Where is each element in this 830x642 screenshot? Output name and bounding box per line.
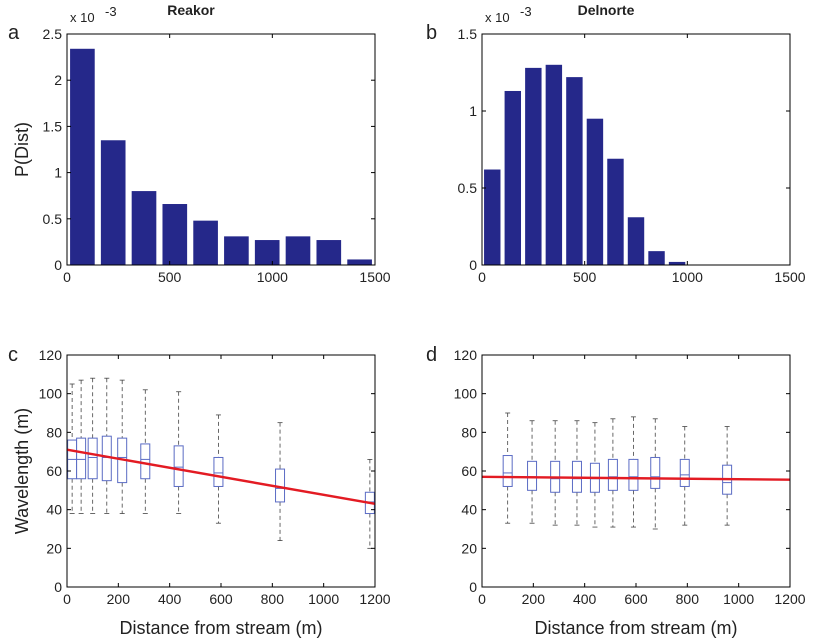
panel-a-xtick-label-1500: 1500 [359,269,390,285]
panel-a-letter: a [8,22,20,44]
panel-b-bar-6 [586,118,604,265]
panel-c-regression-line [66,448,376,506]
panel-b-ytick-label-0.5: 0.5 [458,180,478,196]
panel-d-xtick-label-200: 200 [522,591,546,607]
panel-c-xtick-label-600: 600 [209,591,233,607]
panel-d-xtick-label-1200: 1200 [774,591,805,607]
panel-a-bar-3 [131,191,157,265]
panel-c-xtick-label-0: 0 [63,591,71,607]
panel-a-ytick-label-1: 1 [54,165,62,181]
panel-b-ytick-label-0: 0 [469,257,477,273]
panel-c-xtick-label-800: 800 [261,591,285,607]
panel-b-bar-2 [504,90,522,265]
panel-a-ytick-label-0: 0 [54,257,62,273]
panel-d-box-7 [628,458,639,491]
panel-c-xtick-label-400: 400 [158,591,182,607]
panel-d-ytick-label-0: 0 [469,579,477,595]
panel-c-ytick-label-20: 20 [46,540,62,556]
panel-b-ytick-label-1: 1 [469,103,477,119]
panel-a-bar-5 [193,220,218,265]
panel-b-axes-frame [481,33,791,266]
panel-b-bar-8 [627,217,645,265]
panel-d-xtick-label-800: 800 [676,591,700,607]
panel-b-ytick-label-1.5: 1.5 [458,26,478,42]
panel-a-ytick-label-0.5: 0.5 [43,211,63,227]
panel-b-xtick-label-1500: 1500 [774,269,805,285]
panel-d-box-1 [502,455,513,487]
panel-b-xtick-label-0: 0 [478,269,486,285]
panel-a-ylabel: P(Dist) [12,122,32,177]
panel-d-regression-line [481,475,791,481]
panel-a-bar-8 [285,236,311,265]
panel-a-scale-exponent: -3 [105,4,117,19]
panel-b-letter: b [426,22,437,44]
panel-b-scale-note: x 10 [485,10,510,25]
panel-c-xlabel: Distance from stream (m) [119,618,322,638]
panel-a-ytick-label-2: 2 [54,72,62,88]
panel-a-bar-1 [70,48,95,266]
panel-a-bar-6 [224,236,249,265]
panel-b-bar-7 [607,158,624,265]
panel-d-ytick-label-40: 40 [461,502,477,518]
panel-c-ylabel: Wavelength (m) [12,408,32,534]
panel-a-bar-2 [100,140,126,265]
panel-a-xtick-label-1000: 1000 [257,269,288,285]
panel-b-bar-9 [648,251,665,265]
panel-b-bar-3 [525,67,542,265]
panel-a-xtick-label-500: 500 [158,269,182,285]
panel-c-ytick-label-80: 80 [46,424,62,440]
panel-a-axes-frame [66,33,376,266]
panel-b-xtick-label-1000: 1000 [672,269,703,285]
panel-d-ytick-label-20: 20 [461,540,477,556]
panel-a-scale-note: x 10 [70,10,95,25]
panel-a-ytick-label-2.5: 2.5 [43,26,63,42]
panel-b-bar-5 [566,77,583,266]
panel-d-ytick-label-120: 120 [454,347,478,363]
panel-a-bar-9 [316,240,342,265]
panel-c-ytick-label-0: 0 [54,579,62,595]
panel-c-ytick-label-100: 100 [39,386,63,402]
panel-d-ytick-label-80: 80 [461,424,477,440]
panel-b-xtick-label-500: 500 [573,269,597,285]
panel-a-bar-10 [347,259,372,265]
panel-c-box-8 [213,456,224,487]
panel-d-xtick-label-0: 0 [478,591,486,607]
panel-c-box-6 [140,443,151,480]
panel-d-xtick-label-600: 600 [624,591,648,607]
panel-a-bar-4 [162,204,188,265]
panel-c-ytick-label-60: 60 [46,463,62,479]
panel-c-xtick-label-200: 200 [107,591,131,607]
panel-b-title: Delnorte [578,2,635,18]
panel-d-box-9 [679,458,690,487]
panel-d-xtick-label-1000: 1000 [723,591,754,607]
panel-c-letter: c [8,344,18,366]
panel-a-title: Reakor [167,2,215,18]
panel-c-box-3 [87,437,98,480]
panel-d-box-2 [527,460,538,491]
panel-b-bar-10 [668,261,686,265]
panel-c-ytick-label-40: 40 [46,502,62,518]
panel-b-scale-exponent: -3 [520,4,532,19]
panel-b-bar-1 [484,169,501,265]
panel-d-box-6 [607,458,618,491]
panel-d-letter: d [426,344,437,366]
panel-a-xtick-label-0: 0 [63,269,71,285]
panel-b-bar-4 [545,64,563,265]
panel-a-ytick-label-1.5: 1.5 [43,118,63,134]
panel-c-xtick-label-1200: 1200 [359,591,390,607]
panel-d-ytick-label-60: 60 [461,463,477,479]
panel-d-xtick-label-400: 400 [573,591,597,607]
panel-c-xtick-label-1000: 1000 [308,591,339,607]
panel-a-bar-7 [254,240,280,265]
panel-c-box-7 [173,445,184,487]
panel-c-ytick-label-120: 120 [39,347,63,363]
panel-c-box-2 [76,437,87,480]
panel-d-box-8 [650,456,661,489]
panel-d-xlabel: Distance from stream (m) [534,618,737,638]
panel-d-ytick-label-100: 100 [454,386,478,402]
